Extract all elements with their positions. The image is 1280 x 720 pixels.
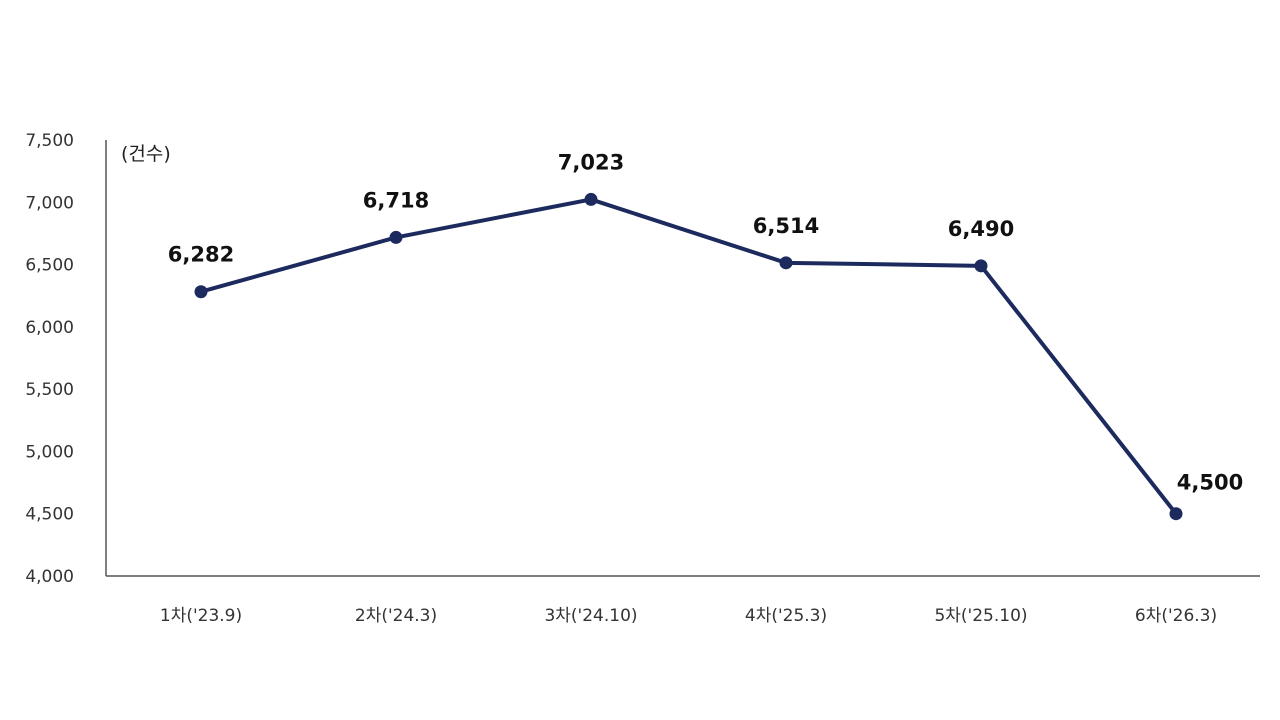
series-group bbox=[194, 192, 1183, 521]
x-tick-label: 3차('24.10) bbox=[544, 606, 637, 626]
data-label: 4,500 bbox=[1177, 471, 1243, 495]
data-label: 7,023 bbox=[558, 150, 624, 174]
x-tick-label: 4차('25.3) bbox=[745, 606, 827, 626]
data-point bbox=[194, 285, 208, 299]
x-axis: 1차('23.9) 2차('24.3) 3차('24.10) 4차('25.3) 5차(… bbox=[106, 575, 1260, 626]
x-tick-label: 6차('26.3) bbox=[1135, 606, 1217, 626]
y-unit-label: (건수) bbox=[121, 143, 171, 165]
x-tick-label: 2차('24.3) bbox=[355, 606, 437, 626]
data-point bbox=[1169, 507, 1183, 521]
y-tick-label: 4,000 bbox=[25, 567, 74, 587]
data-point bbox=[974, 259, 988, 273]
y-tick-label: 6,000 bbox=[25, 318, 74, 338]
data-label-group: 6,282 6,718 7,023 6,514 6,490 4,500 bbox=[168, 150, 1243, 494]
data-label: 6,514 bbox=[753, 214, 819, 238]
x-tick-label: 1차('23.9) bbox=[160, 606, 242, 626]
y-tick-label: 5,500 bbox=[25, 380, 74, 400]
data-point bbox=[389, 230, 403, 244]
y-tick-label: 4,500 bbox=[25, 505, 74, 525]
y-tick-label: 7,500 bbox=[25, 131, 74, 151]
data-label: 6,490 bbox=[948, 217, 1014, 241]
series-line bbox=[200, 197, 1178, 515]
data-label: 6,718 bbox=[363, 188, 429, 212]
data-point bbox=[779, 256, 793, 270]
y-axis: 4,000 4,500 5,000 5,500 6,000 6,500 7,000 7,500 bbox=[25, 131, 107, 587]
y-tick-label: 7,000 bbox=[25, 193, 74, 213]
y-tick-label: 6,500 bbox=[25, 256, 74, 276]
data-label: 6,282 bbox=[168, 243, 234, 267]
data-point bbox=[584, 192, 598, 206]
x-tick-label: 5차('25.10) bbox=[934, 606, 1027, 626]
y-tick-label: 5,000 bbox=[25, 442, 74, 462]
